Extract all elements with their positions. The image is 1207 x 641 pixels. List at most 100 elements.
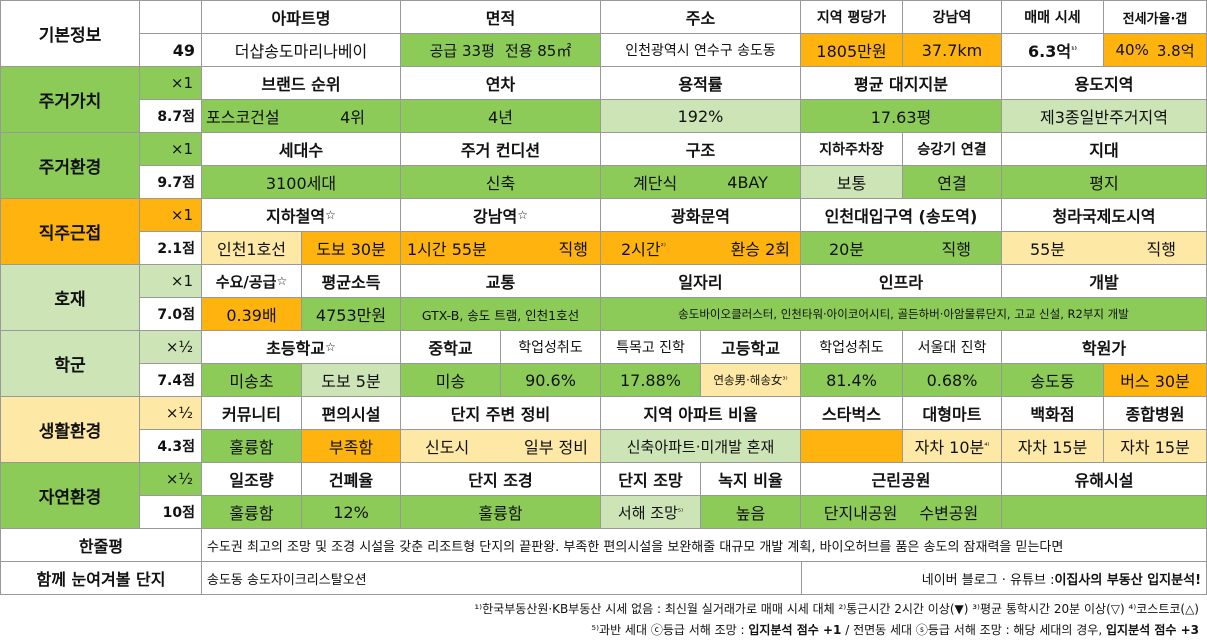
category-score: 8.7점 (140, 100, 202, 133)
header-zone: 용도지역 (1002, 67, 1207, 100)
header-brand: 브랜드 순위 (202, 67, 401, 100)
source-credit: 네이버 블로그 · 유튜브 : 이집사의 부동산 입지분석! (801, 562, 1207, 595)
structure-cell: 계단식 4BAY (601, 166, 801, 199)
multiplier: ×½ (140, 397, 202, 430)
cheongna-type: 직행 (1146, 240, 1176, 259)
related-label: 함께 눈여겨볼 단지 (0, 562, 202, 595)
area-supply: 공급 33평 (429, 41, 495, 60)
header-gangnam-label: 강남역 (473, 207, 518, 226)
mart: 자차 10분 ⁴⁾ (903, 430, 1002, 463)
middle-school: 미송 (401, 364, 501, 397)
convenience: 부족함 (302, 430, 401, 463)
high-score: 81.4% (801, 364, 903, 397)
nearest-station: 인천1호선 (202, 232, 302, 265)
sale-price-value: 6.3억 (1028, 42, 1072, 61)
header-starbucks: 스타벅스 (801, 397, 903, 430)
avg-income: 4753만원 (302, 298, 401, 331)
view: 서해 조망 ⁵⁾ (601, 496, 701, 529)
header-community: 커뮤니티 (202, 397, 302, 430)
category-residential-value: 주거가치 (0, 67, 140, 133)
header-elementary: 초등학교 ☆ (202, 331, 401, 364)
category-score: 9.7점 (140, 166, 202, 199)
gwanghwamun-type: 환승 2회 (730, 240, 790, 259)
star-icon: ☆ (276, 274, 288, 288)
header-far: 용적률 (601, 67, 801, 100)
header-subway: 지하철역 ☆ (202, 199, 401, 232)
header-academy: 학원가 (1002, 331, 1207, 364)
area-maint: 일부 정비 (524, 438, 588, 457)
building-age: 4년 (401, 100, 601, 133)
incheon-commute: 20분 직행 (801, 232, 1002, 265)
cheongna-time: 55분 (1030, 240, 1066, 259)
structure-type: 계단식 (633, 174, 678, 193)
hospital: 자차 15분 (1104, 430, 1207, 463)
park-2: 수변공원 (919, 504, 979, 523)
star-icon: ☆ (325, 340, 336, 354)
header-snu: 서울대 진학 (903, 331, 1002, 364)
footnote-2b: 입지분석 점수 +1 (748, 623, 842, 637)
households: 3100세대 (202, 166, 401, 199)
hazard (1002, 496, 1207, 529)
header-households: 세대수 (202, 133, 401, 166)
header-park: 근린공원 (801, 463, 1002, 496)
header-middle: 중학교 (401, 331, 501, 364)
high-school: 연송男·해송女 ³⁾ (701, 364, 801, 397)
parks: 단지내공원 수변공원 (801, 496, 1002, 529)
header-terrain: 지대 (1002, 133, 1207, 166)
area-type: 신도시 (425, 438, 470, 457)
category-living: 생활환경 (0, 397, 140, 463)
star-icon: ☆ (325, 208, 336, 222)
header-hazard: 유해시설 (1002, 463, 1207, 496)
development-plans: 송도바이오클러스터, 인천타워·아이코어시티, 골든하버·아암물류단지, 고교 … (601, 298, 1207, 331)
footnote-2a: ⁵⁾과반 세대 ⓒ등급 서해 조망 : (591, 623, 749, 637)
basic-info-spacer (140, 0, 202, 34)
header-green-ratio: 녹지 비율 (701, 463, 801, 496)
gwanghwamun-time: 2시간²⁾ (621, 236, 666, 260)
multiplier: ×1 (140, 133, 202, 166)
header-special: 특목고 진학 (601, 331, 701, 364)
high-school-name: 연송男·해송女 (713, 373, 783, 387)
summary-label: 한줄평 (0, 529, 202, 562)
apt-name: 더샵송도마리나베이 (202, 34, 401, 67)
basic-info-label: 기본정보 (0, 0, 140, 67)
header-jeonse: 전세가율·갭 (1104, 0, 1207, 34)
community: 훌륭함 (202, 430, 302, 463)
category-score: 7.4점 (140, 364, 202, 397)
multiplier: ×½ (140, 331, 202, 364)
category-score: 2.1점 (140, 232, 202, 265)
header-condition: 주거 컨디션 (401, 133, 601, 166)
footnote-1: ¹⁾한국부동산원·KB부동산 시세 없음 : 최신월 실거래가로 매매 시세 대… (474, 602, 1199, 616)
header-elevator: 승강기 연결 (903, 133, 1002, 166)
header-supply: 수요/공급 ☆ (202, 265, 302, 298)
category-commute: 직주근접 (0, 199, 140, 265)
header-convenience: 편의시설 (302, 397, 401, 430)
total-score: 49 (140, 34, 202, 67)
category-score: 7.0점 (140, 298, 202, 331)
summary-text: 수도권 최고의 조망 및 조경 시설을 갖춘 리조트형 단지의 끝판왕. 부족한… (202, 529, 1207, 562)
elementary-school: 미송초 (202, 364, 302, 397)
multiplier: ×½ (140, 463, 202, 496)
header-elementary-label: 초등학교 (266, 339, 326, 358)
header-jobs: 일자리 (601, 265, 801, 298)
category-school: 학군 (0, 331, 140, 397)
header-high-score: 학업성취도 (801, 331, 903, 364)
gangnam-commute: 1시간 55분 직행 (401, 232, 601, 265)
incheon-time: 20분 (829, 240, 865, 259)
sale-price: 6.3억 ¹⁾ (1002, 34, 1104, 67)
footnote-2c: / 전면동 세대 ⓢ등급 서해 조망 : 해당 세대의 경우, (841, 623, 1106, 637)
elevator: 연결 (903, 166, 1002, 199)
header-land-share: 평균 대지지분 (801, 67, 1002, 100)
header-high: 고등학교 (701, 331, 801, 364)
header-dev: 개발 (1002, 265, 1207, 298)
star-icon: ☆ (517, 208, 528, 222)
gangnam-time: 1시간 55분 (407, 240, 487, 259)
header-traffic: 교통 (401, 265, 601, 298)
header-hospital: 종합병원 (1104, 397, 1207, 430)
header-gangnam-station: 강남역 ☆ (401, 199, 601, 232)
apt-ratio: 신축아파트·미개발 혼재 (601, 430, 801, 463)
header-age: 연차 (401, 67, 601, 100)
header-address: 주소 (601, 0, 801, 34)
header-subway-label: 지하철역 (266, 207, 326, 226)
multiplier: ×1 (140, 199, 202, 232)
header-view: 단지 조망 (601, 463, 701, 496)
